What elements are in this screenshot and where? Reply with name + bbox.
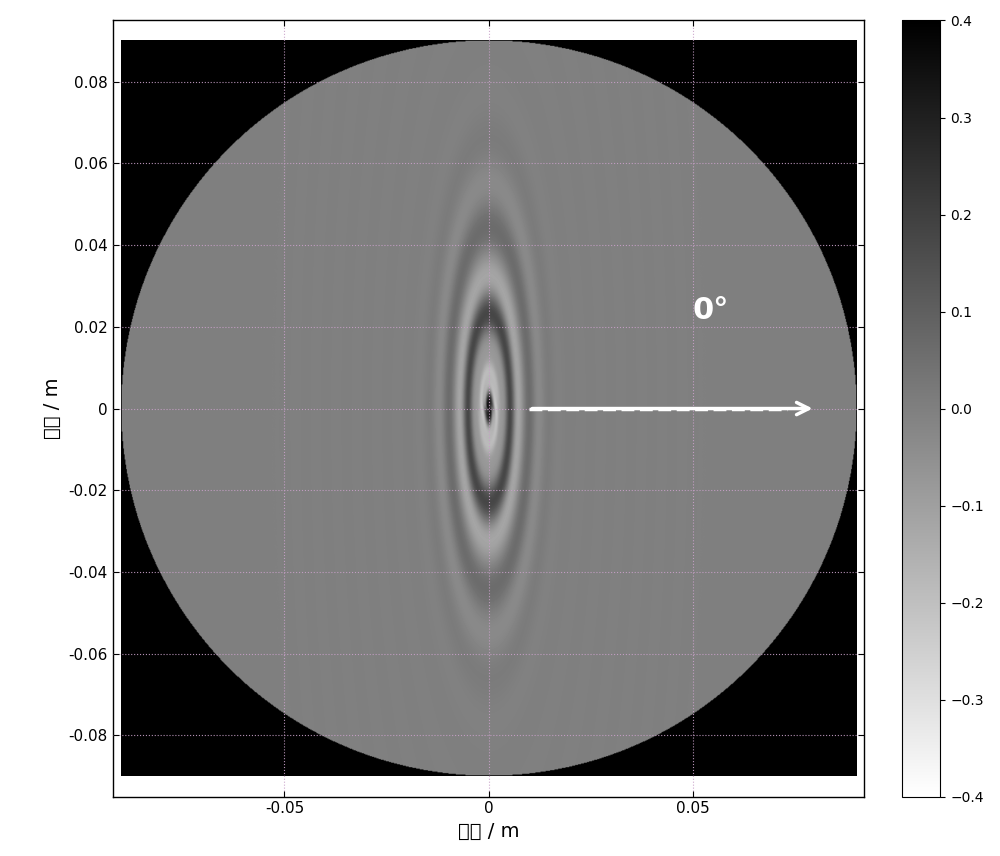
Y-axis label: 距离 / m: 距离 / m: [43, 377, 62, 439]
Text: 0°: 0°: [693, 295, 729, 324]
X-axis label: 距离 / m: 距离 / m: [458, 822, 519, 841]
